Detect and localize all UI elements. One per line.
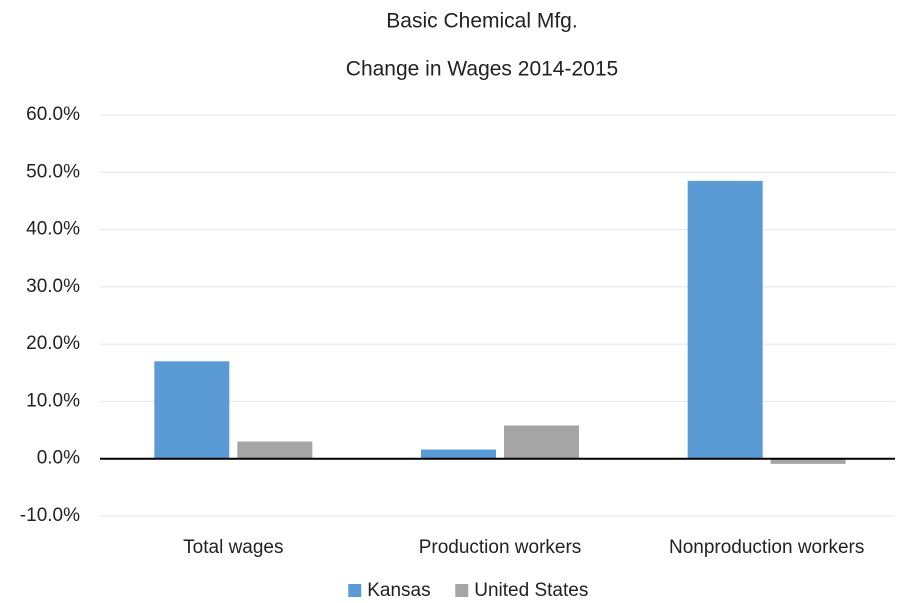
y-tick-label: 60.0% bbox=[26, 104, 80, 125]
bar bbox=[421, 449, 496, 459]
y-tick-label: 40.0% bbox=[26, 219, 80, 240]
legend-swatch bbox=[455, 584, 469, 597]
y-tick-label: 20.0% bbox=[26, 333, 80, 354]
legend-swatch bbox=[348, 584, 362, 597]
y-tick-label: 50.0% bbox=[26, 161, 80, 182]
bar bbox=[504, 425, 579, 459]
y-tick-label: 0.0% bbox=[37, 448, 80, 469]
legend-label: Kansas bbox=[367, 580, 430, 601]
bar bbox=[687, 180, 763, 459]
legend-label: United States bbox=[474, 580, 588, 601]
x-tick-label: Production workers bbox=[419, 537, 582, 558]
y-tick-label: 30.0% bbox=[26, 276, 80, 297]
chart-title: Basic Chemical Mfg. bbox=[386, 10, 577, 33]
chart-subtitle: Change in Wages 2014-2015 bbox=[346, 58, 618, 81]
bar bbox=[154, 361, 230, 459]
y-tick-label: 10.0% bbox=[26, 390, 80, 411]
bar bbox=[237, 441, 313, 459]
y-tick-label: -10.0% bbox=[20, 505, 80, 526]
x-tick-label: Nonproduction workers bbox=[669, 537, 864, 558]
bar bbox=[770, 458, 846, 464]
x-tick-label: Total wages bbox=[183, 537, 283, 558]
